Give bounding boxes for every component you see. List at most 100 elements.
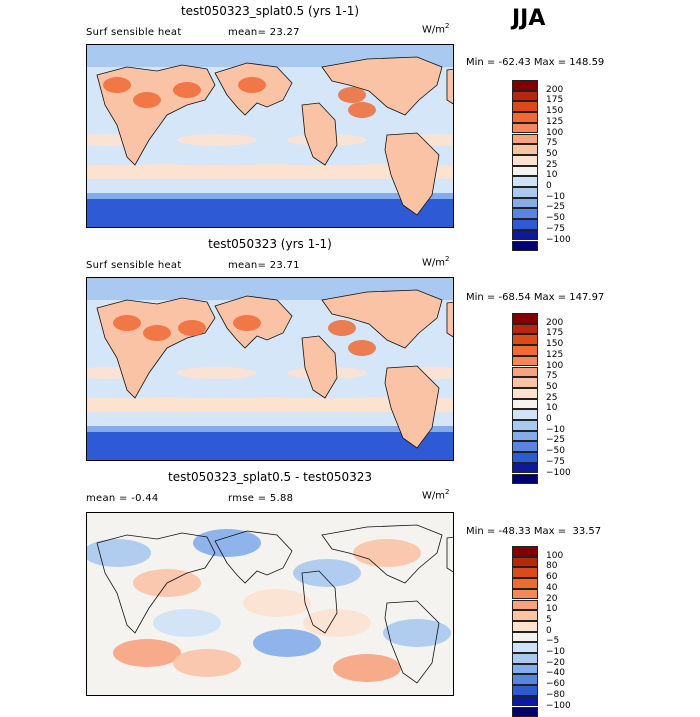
colorbar-level-label: 60 [546, 573, 557, 582]
land-contour [447, 302, 454, 338]
colorbar-swatch [512, 567, 538, 578]
warm-band [177, 134, 257, 146]
hot-spot [113, 315, 141, 331]
hot-spot [233, 315, 261, 331]
colorbar-level-label: −80 [546, 691, 565, 700]
colorbar-swatch [512, 621, 538, 632]
panel-title: test050323_splat0.5 (yrs 1-1) [86, 4, 454, 18]
units-exponent: 2 [445, 22, 449, 30]
colorbar-swatch [512, 208, 538, 219]
colorbar-level-label: 25 [546, 161, 557, 170]
colorbar-level-label: −100 [546, 236, 571, 245]
season-label: JJA [512, 6, 545, 31]
colorbar-level-label: 50 [546, 383, 557, 392]
colorbar-swatch [512, 198, 538, 209]
colorbar-swatch [512, 101, 538, 112]
colorbar-level-label: 125 [546, 351, 563, 360]
colorbar-level-label: −25 [546, 203, 565, 212]
difference-blob [173, 649, 241, 677]
colorbar-level-label: 20 [546, 595, 557, 604]
hot-spot [238, 77, 266, 93]
colorbar-level-label: 75 [546, 139, 557, 148]
colorbar-swatch [512, 187, 538, 198]
colorbar-level-label: −60 [546, 680, 565, 689]
difference-blob [113, 639, 181, 667]
mean-label: mean= 23.27 [228, 27, 300, 38]
colorbar-swatch [512, 696, 538, 707]
map-field [87, 513, 454, 696]
hot-spot [143, 325, 171, 341]
colorbar-swatch [512, 664, 538, 675]
variable-label: Surf sensible heat [86, 27, 182, 38]
hot-spot [328, 320, 356, 336]
colorbar-level-label: 75 [546, 372, 557, 381]
colorbar-level-label: −10 [546, 193, 565, 202]
hot-spot [338, 87, 366, 103]
units-label: W/m2 [422, 22, 449, 35]
colorbar-swatch [512, 91, 538, 102]
colorbar-swatch [512, 589, 538, 600]
colorbar-level-label: 100 [546, 362, 563, 371]
hot-spot [348, 340, 376, 356]
colorbar-swatch [512, 674, 538, 685]
min-max-label: Min = -48.33 Max = 33.57 [466, 526, 601, 537]
panel-title: test050323_splat0.5 - test050323 [86, 470, 454, 484]
antarctic-band [87, 197, 454, 228]
difference-blob [243, 589, 311, 617]
colorbar-level-label: −50 [546, 214, 565, 223]
colorbar-level-label: 50 [546, 150, 557, 159]
map-plot [86, 44, 454, 228]
colorbar-level-label: 150 [546, 107, 563, 116]
hot-spot [348, 102, 376, 118]
map-field [87, 278, 454, 461]
colorbar-swatch [512, 377, 538, 388]
colorbar-level-label: 0 [546, 182, 552, 191]
colorbar-swatch [512, 112, 538, 123]
colorbar-swatch [512, 144, 538, 155]
colorbar-swatch [512, 653, 538, 664]
map-field [87, 45, 454, 228]
colorbar-swatch [512, 313, 538, 324]
colorbar-swatch [512, 557, 538, 568]
map-plot [86, 512, 454, 696]
colorbar-level-label: 100 [546, 129, 563, 138]
colorbar-swatch [512, 80, 538, 91]
colorbar-swatch [512, 600, 538, 611]
units-text: W/m [422, 24, 445, 35]
rmse-label: rmse = 5.88 [228, 493, 293, 504]
mean-label: mean = -0.44 [86, 493, 159, 504]
colorbar-swatch [512, 685, 538, 696]
colorbar-swatch [512, 463, 538, 474]
colorbar-swatch [512, 409, 538, 420]
colorbar-swatch [512, 241, 538, 252]
colorbar-level-label: 80 [546, 562, 557, 571]
colorbar-swatch [512, 399, 538, 410]
difference-blob [253, 629, 321, 657]
colorbar-level-label: −25 [546, 436, 565, 445]
colorbar-level-label: −20 [546, 659, 565, 668]
colorbar-level-label: −100 [546, 469, 571, 478]
colorbar-swatch [512, 230, 538, 241]
colorbar-swatch [512, 632, 538, 643]
min-max-label: Min = -68.54 Max = 147.97 [466, 292, 604, 303]
land-contour [447, 69, 454, 105]
colorbar-swatch [512, 452, 538, 463]
colorbar-level-label: −75 [546, 225, 565, 234]
colorbar-level-label: −75 [546, 458, 565, 467]
units-exponent: 2 [445, 255, 449, 263]
colorbar-level-label: 10 [546, 605, 557, 614]
colorbar-swatch [512, 155, 538, 166]
hot-spot [173, 82, 201, 98]
colorbar-level-label: −5 [546, 637, 559, 646]
colorbar-level-label: −100 [546, 702, 571, 711]
colorbar-swatch [512, 642, 538, 653]
units-exponent: 2 [445, 488, 449, 496]
colorbar-swatch [512, 334, 538, 345]
units-label: W/m2 [422, 488, 449, 501]
difference-blob [353, 539, 421, 567]
colorbar-swatch [512, 176, 538, 187]
colorbar-level-label: 150 [546, 340, 563, 349]
colorbar-swatch [512, 166, 538, 177]
colorbar-swatch [512, 707, 538, 717]
colorbar-level-label: −10 [546, 426, 565, 435]
